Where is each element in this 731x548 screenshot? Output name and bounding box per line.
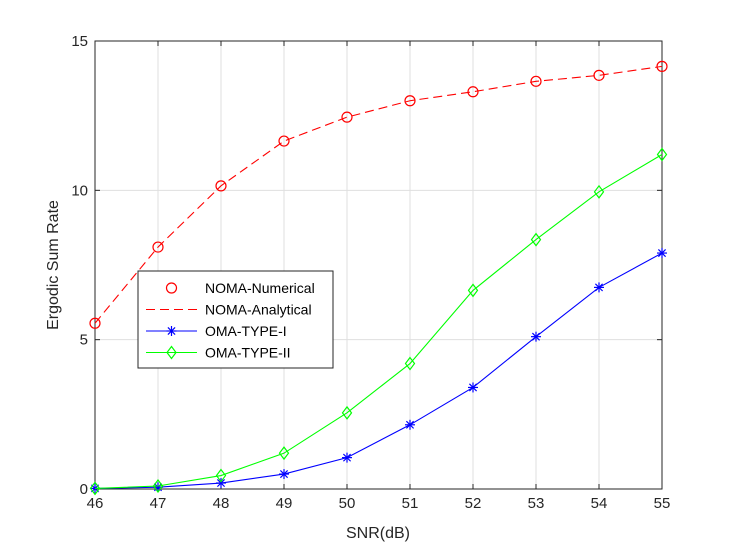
data-point-diamond — [656, 147, 668, 162]
data-point-circle — [341, 111, 353, 123]
asterisk-stroke — [468, 383, 478, 392]
y-tick-label: 15 — [71, 33, 88, 50]
x-axis-label: SNR(dB) — [346, 525, 410, 542]
series-layer — [89, 60, 668, 496]
x-tick-label: 52 — [465, 495, 482, 512]
asterisk-stroke — [279, 470, 289, 479]
asterisk-stroke — [167, 326, 176, 336]
data-point-asterisk — [531, 331, 541, 342]
x-tick-label: 54 — [591, 495, 608, 512]
data-point-diamond — [215, 468, 227, 483]
data-point-circle — [152, 241, 164, 253]
legend-box — [137, 270, 334, 369]
data-point-circle — [656, 60, 668, 72]
series-oma-type-ii — [89, 147, 668, 496]
series-line — [94, 154, 663, 489]
data-point-diamond — [467, 283, 479, 298]
legend-label: NOMA-Analytical — [205, 302, 312, 318]
legend-entry: OMA-TYPE-II — [146, 345, 291, 361]
axes: 46 47 48 49 50 51 52 53 54 55 0 5 10 15 — [71, 33, 670, 512]
axes-frame — [94, 40, 663, 490]
data-point-diamond — [530, 232, 542, 247]
x-tick-label: 47 — [150, 495, 167, 512]
x-tick-label: 53 — [528, 495, 545, 512]
asterisk-stroke — [531, 332, 541, 341]
series-line — [94, 252, 663, 489]
x-tick-label: 49 — [276, 495, 293, 512]
legend-label: OMA-TYPE-II — [205, 345, 291, 361]
data-point-asterisk — [405, 419, 415, 430]
data-point-diamond — [152, 479, 164, 494]
y-tick-label: 10 — [71, 182, 88, 199]
legend-entry: NOMA-Analytical — [146, 302, 312, 318]
data-point-asterisk — [279, 469, 289, 480]
x-tick-label: 48 — [213, 495, 230, 512]
data-point-circle — [467, 86, 479, 98]
data-point-diamond — [341, 405, 353, 420]
legend-label: OMA-TYPE-I — [205, 323, 287, 339]
data-point-asterisk — [166, 326, 177, 336]
legend: NOMA-Numerical NOMA-Analytical OMA-TYPE-I O… — [137, 270, 334, 369]
data-point-asterisk — [594, 282, 604, 293]
x-tick-label: 46 — [87, 495, 104, 512]
data-point-circle — [89, 317, 101, 329]
x-tick-label: 55 — [654, 495, 671, 512]
legend-label: NOMA-Numerical — [205, 280, 315, 296]
data-point-asterisk — [216, 478, 226, 489]
plot-area — [95, 41, 662, 489]
asterisk-stroke — [405, 420, 415, 429]
data-point-asterisk — [657, 248, 667, 259]
data-point-circle — [278, 135, 290, 147]
data-point-circle — [404, 95, 416, 107]
data-point-circle — [165, 282, 178, 294]
series-line — [94, 65, 663, 324]
data-point-circle — [215, 180, 227, 192]
y-axis-label: Ergodic Sum Rate — [45, 200, 62, 330]
data-point-diamond — [166, 345, 177, 360]
asterisk-stroke — [657, 249, 667, 258]
series-noma-numerical — [89, 60, 668, 329]
legend-entry: OMA-TYPE-I — [146, 323, 287, 339]
x-tick-label: 50 — [339, 495, 356, 512]
data-point-circle — [530, 75, 542, 87]
y-tick-label: 0 — [80, 481, 88, 498]
data-point-diamond — [278, 446, 290, 461]
series-noma-analytical — [94, 65, 663, 324]
asterisk-stroke — [342, 453, 352, 462]
x-tick-label: 51 — [402, 495, 419, 512]
data-point-diamond — [593, 184, 605, 199]
y-tick-label: 5 — [80, 332, 88, 349]
legend-entry: NOMA-Numerical — [165, 280, 315, 296]
data-point-diamond — [89, 481, 101, 496]
asterisk-stroke — [594, 283, 604, 292]
asterisk-stroke — [216, 479, 226, 488]
data-point-asterisk — [342, 452, 352, 463]
data-point-asterisk — [468, 382, 478, 393]
data-point-diamond — [404, 356, 416, 371]
